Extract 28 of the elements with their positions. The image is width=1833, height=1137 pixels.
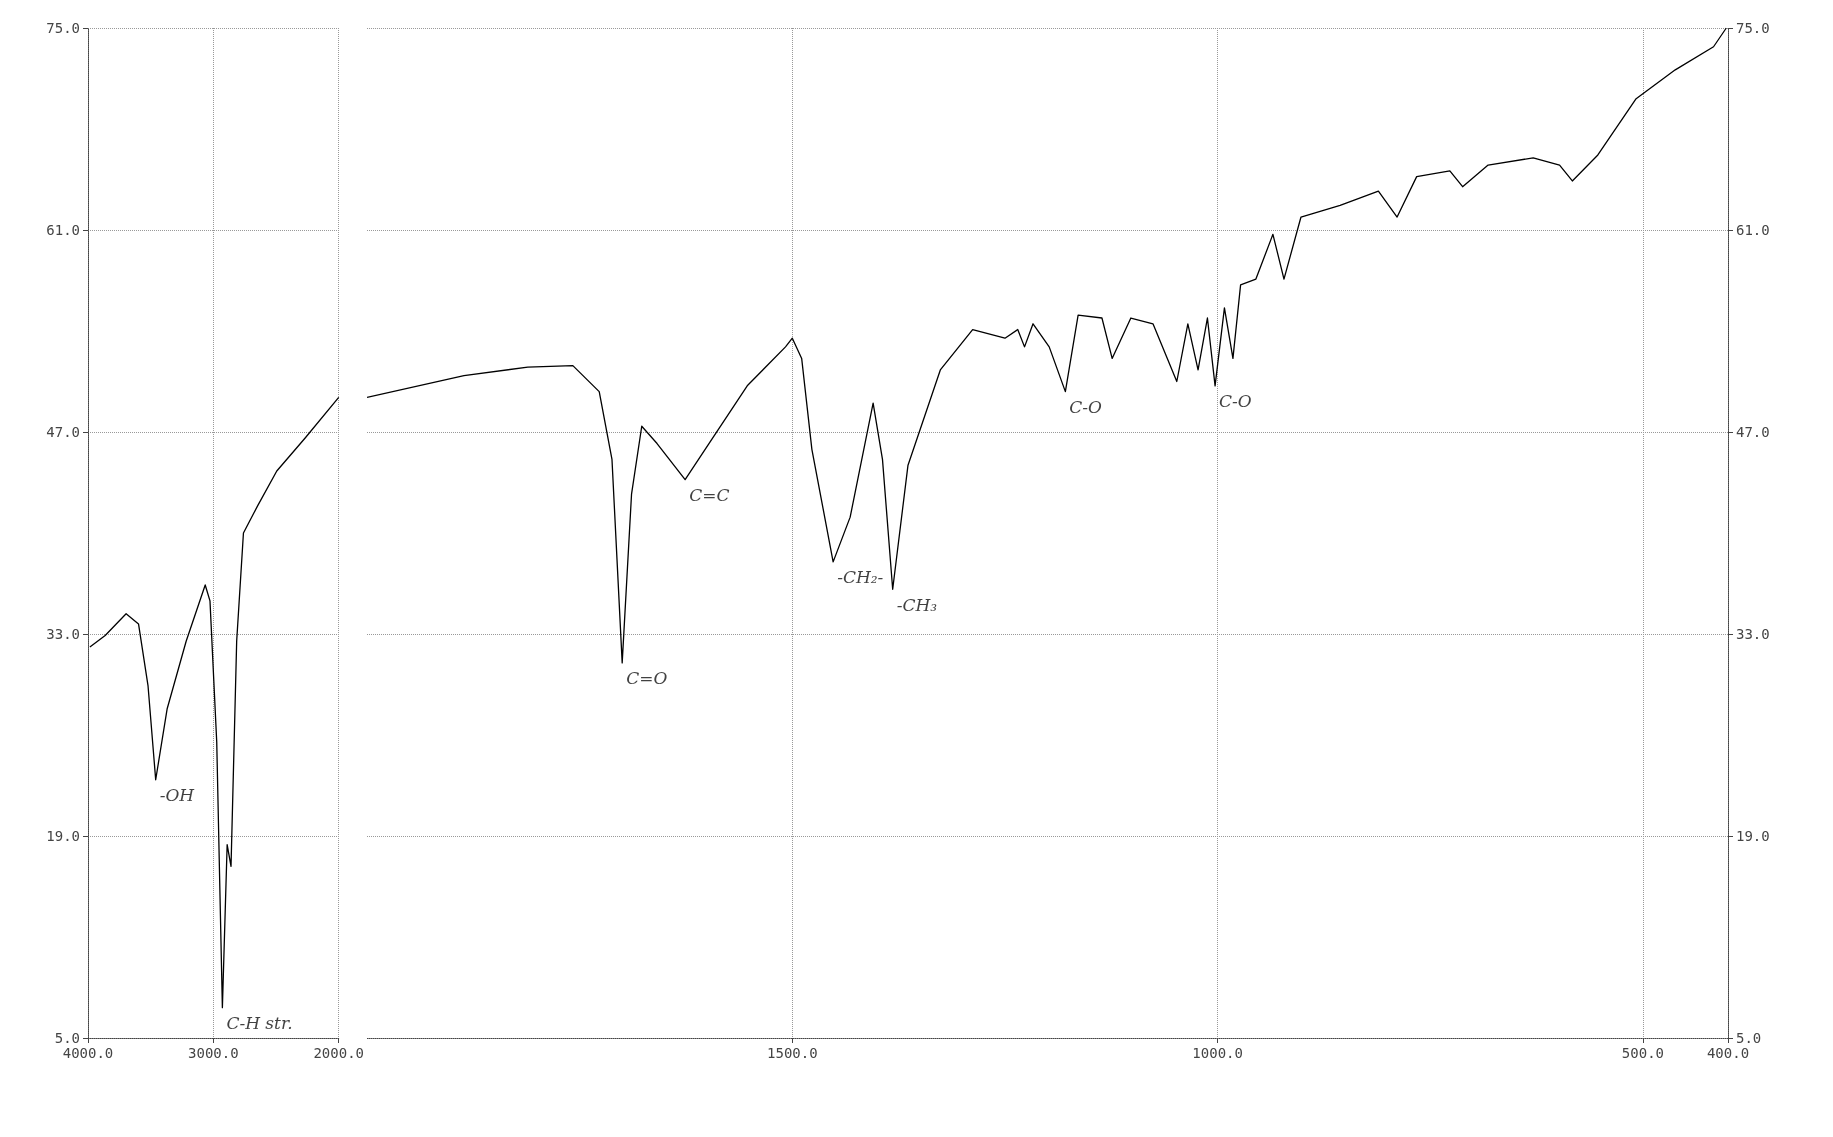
y-tick-label: 5.0 [54,1030,80,1046]
annotation: C-O [1069,397,1103,418]
y-tick-label: 47.0 [1736,424,1770,440]
annotation: -CH₃ [896,594,938,615]
x-tick-label: 3000.0 [188,1045,239,1061]
y-tick-label: 33.0 [46,626,80,642]
x-tick-label: 1500.0 [767,1045,818,1061]
y-tick-label: 5.0 [1736,1030,1762,1046]
y-tick-label: 19.0 [1736,828,1770,844]
x-tick-label: 400.0 [1706,1045,1750,1061]
x-tick-label: 500.0 [1621,1045,1665,1061]
y-tick-label: 75.0 [1736,20,1770,36]
line-series [89,396,340,1009]
y-tick-label: 75.0 [46,20,80,36]
annotation: -CH₂- [837,567,884,588]
annotation: -OH [159,785,196,806]
y-tick-label: 33.0 [1736,626,1770,642]
y-tick-label: 47.0 [46,424,80,440]
x-tick-label: 2000.0 [313,1045,364,1061]
annotation: C-H str. [226,1013,293,1034]
annotation: C=O [626,668,668,689]
y-tick-label: 61.0 [1736,222,1770,238]
x-tick-label: 4000.0 [62,1045,114,1061]
annotation: C-O [1219,391,1252,412]
x-tick-label: 1000.0 [1192,1045,1243,1061]
annotation: C=C [689,485,730,506]
y-tick-label: 19.0 [46,828,80,844]
y-tick-label: 61.0 [46,222,80,238]
